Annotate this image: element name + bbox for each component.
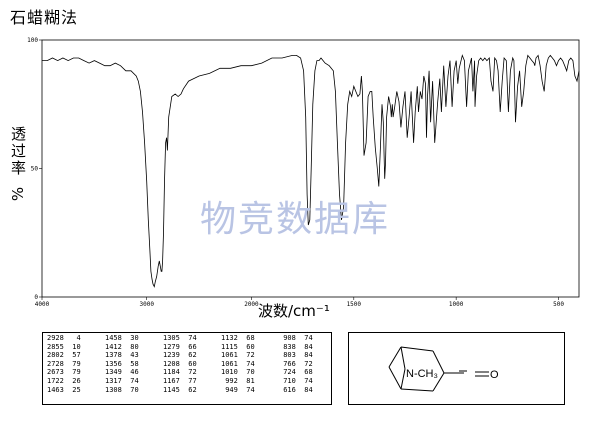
peak-entry: 710 74 bbox=[279, 376, 313, 385]
peak-column: 1305 74 1279 66 1239 62 1208 60 1184 72 1167 … bbox=[163, 334, 197, 394]
x-tick-label: 1000 bbox=[449, 301, 464, 308]
peak-entry: 2802 57 bbox=[47, 351, 81, 360]
peak-entry: 1349 46 bbox=[105, 368, 139, 377]
peak-entry: 1279 66 bbox=[163, 342, 197, 351]
peak-entry: 1412 80 bbox=[105, 342, 139, 351]
peak-entry: 838 84 bbox=[279, 342, 313, 351]
peak-entry: 1463 25 bbox=[47, 385, 81, 394]
x-tick-label: 4000 bbox=[35, 301, 50, 308]
peak-entry: 803 84 bbox=[279, 351, 313, 360]
y-tick-label: 0 bbox=[34, 294, 38, 301]
peak-entry: 1458 30 bbox=[105, 334, 139, 342]
spectrum-line bbox=[42, 54, 580, 288]
peak-column: 1458 30 1412 80 1378 43 1356 58 1349 46 1317 … bbox=[105, 334, 139, 394]
peak-entry: 616 84 bbox=[279, 385, 313, 394]
x-tick-label: 2000 bbox=[244, 301, 259, 308]
x-axis-label: 波数/cm⁻¹ bbox=[258, 302, 330, 320]
peak-column: 908 74 838 84 803 84 766 72 724 68 710 7… bbox=[279, 334, 313, 394]
y-axis-unit: % bbox=[8, 186, 27, 202]
peak-column: 1132 68 1115 60 1061 72 1061 74 1010 70 992 … bbox=[221, 334, 255, 394]
oxygen-label: O bbox=[490, 369, 499, 381]
peak-entry: 1356 58 bbox=[105, 359, 139, 368]
structure-box: N-CH₃ O bbox=[348, 332, 565, 405]
peak-entry: 724 68 bbox=[279, 368, 313, 377]
peak-entry: 2928 4 bbox=[47, 334, 81, 342]
peak-column: 2928 4 2855 10 2802 57 2728 79 2673 79 1722 2… bbox=[47, 334, 81, 394]
peak-entry: 1308 70 bbox=[105, 385, 139, 394]
peak-entry: 1378 43 bbox=[105, 351, 139, 360]
peak-entry: 992 81 bbox=[221, 376, 255, 385]
n-methyl-label: N-CH₃ bbox=[406, 368, 438, 380]
y-axis-label: 透过率 % bbox=[6, 126, 30, 203]
peak-entry: 2855 10 bbox=[47, 342, 81, 351]
y-tick-label: 100 bbox=[27, 37, 38, 44]
x-tick-label: 500 bbox=[553, 301, 564, 308]
peak-entry: 2728 79 bbox=[47, 359, 81, 368]
peak-entry: 766 72 bbox=[279, 359, 313, 368]
peak-entry: 1239 62 bbox=[163, 351, 197, 360]
peak-entry: 1184 72 bbox=[163, 368, 197, 377]
peak-table: 2928 4 2855 10 2802 57 2728 79 2673 79 1722 2… bbox=[42, 332, 332, 405]
watermark: 物竞数据库 bbox=[200, 199, 391, 240]
peak-entry: 1305 74 bbox=[163, 334, 197, 342]
x-tick-label: 3000 bbox=[139, 301, 154, 308]
peak-entry: 908 74 bbox=[279, 334, 313, 342]
peak-entry: 1061 74 bbox=[221, 359, 255, 368]
peak-entry: 1208 60 bbox=[163, 359, 197, 368]
peak-entry: 1317 74 bbox=[105, 376, 139, 385]
peak-entry: 1722 26 bbox=[47, 376, 81, 385]
peak-entry: 1167 77 bbox=[163, 376, 197, 385]
molecule-structure: N-CH₃ O bbox=[388, 346, 499, 392]
page-title: 石蜡糊法 bbox=[10, 8, 79, 27]
chart-ticks: 4000 3000 2000 1500 1000 500 0 50 100 bbox=[27, 37, 564, 308]
peak-entry: 1132 68 bbox=[221, 334, 255, 342]
y-tick-label: 50 bbox=[31, 166, 39, 173]
peak-entry: 1010 70 bbox=[221, 368, 255, 377]
x-tick-label: 1500 bbox=[347, 301, 362, 308]
y-axis-label-text: 透过率 bbox=[9, 126, 27, 177]
peak-entry: 949 74 bbox=[221, 385, 255, 394]
peak-entry: 2673 79 bbox=[47, 368, 81, 377]
peak-entry: 1061 72 bbox=[221, 351, 255, 360]
peak-entry: 1145 62 bbox=[163, 385, 197, 394]
peak-entry: 1115 60 bbox=[221, 342, 255, 351]
